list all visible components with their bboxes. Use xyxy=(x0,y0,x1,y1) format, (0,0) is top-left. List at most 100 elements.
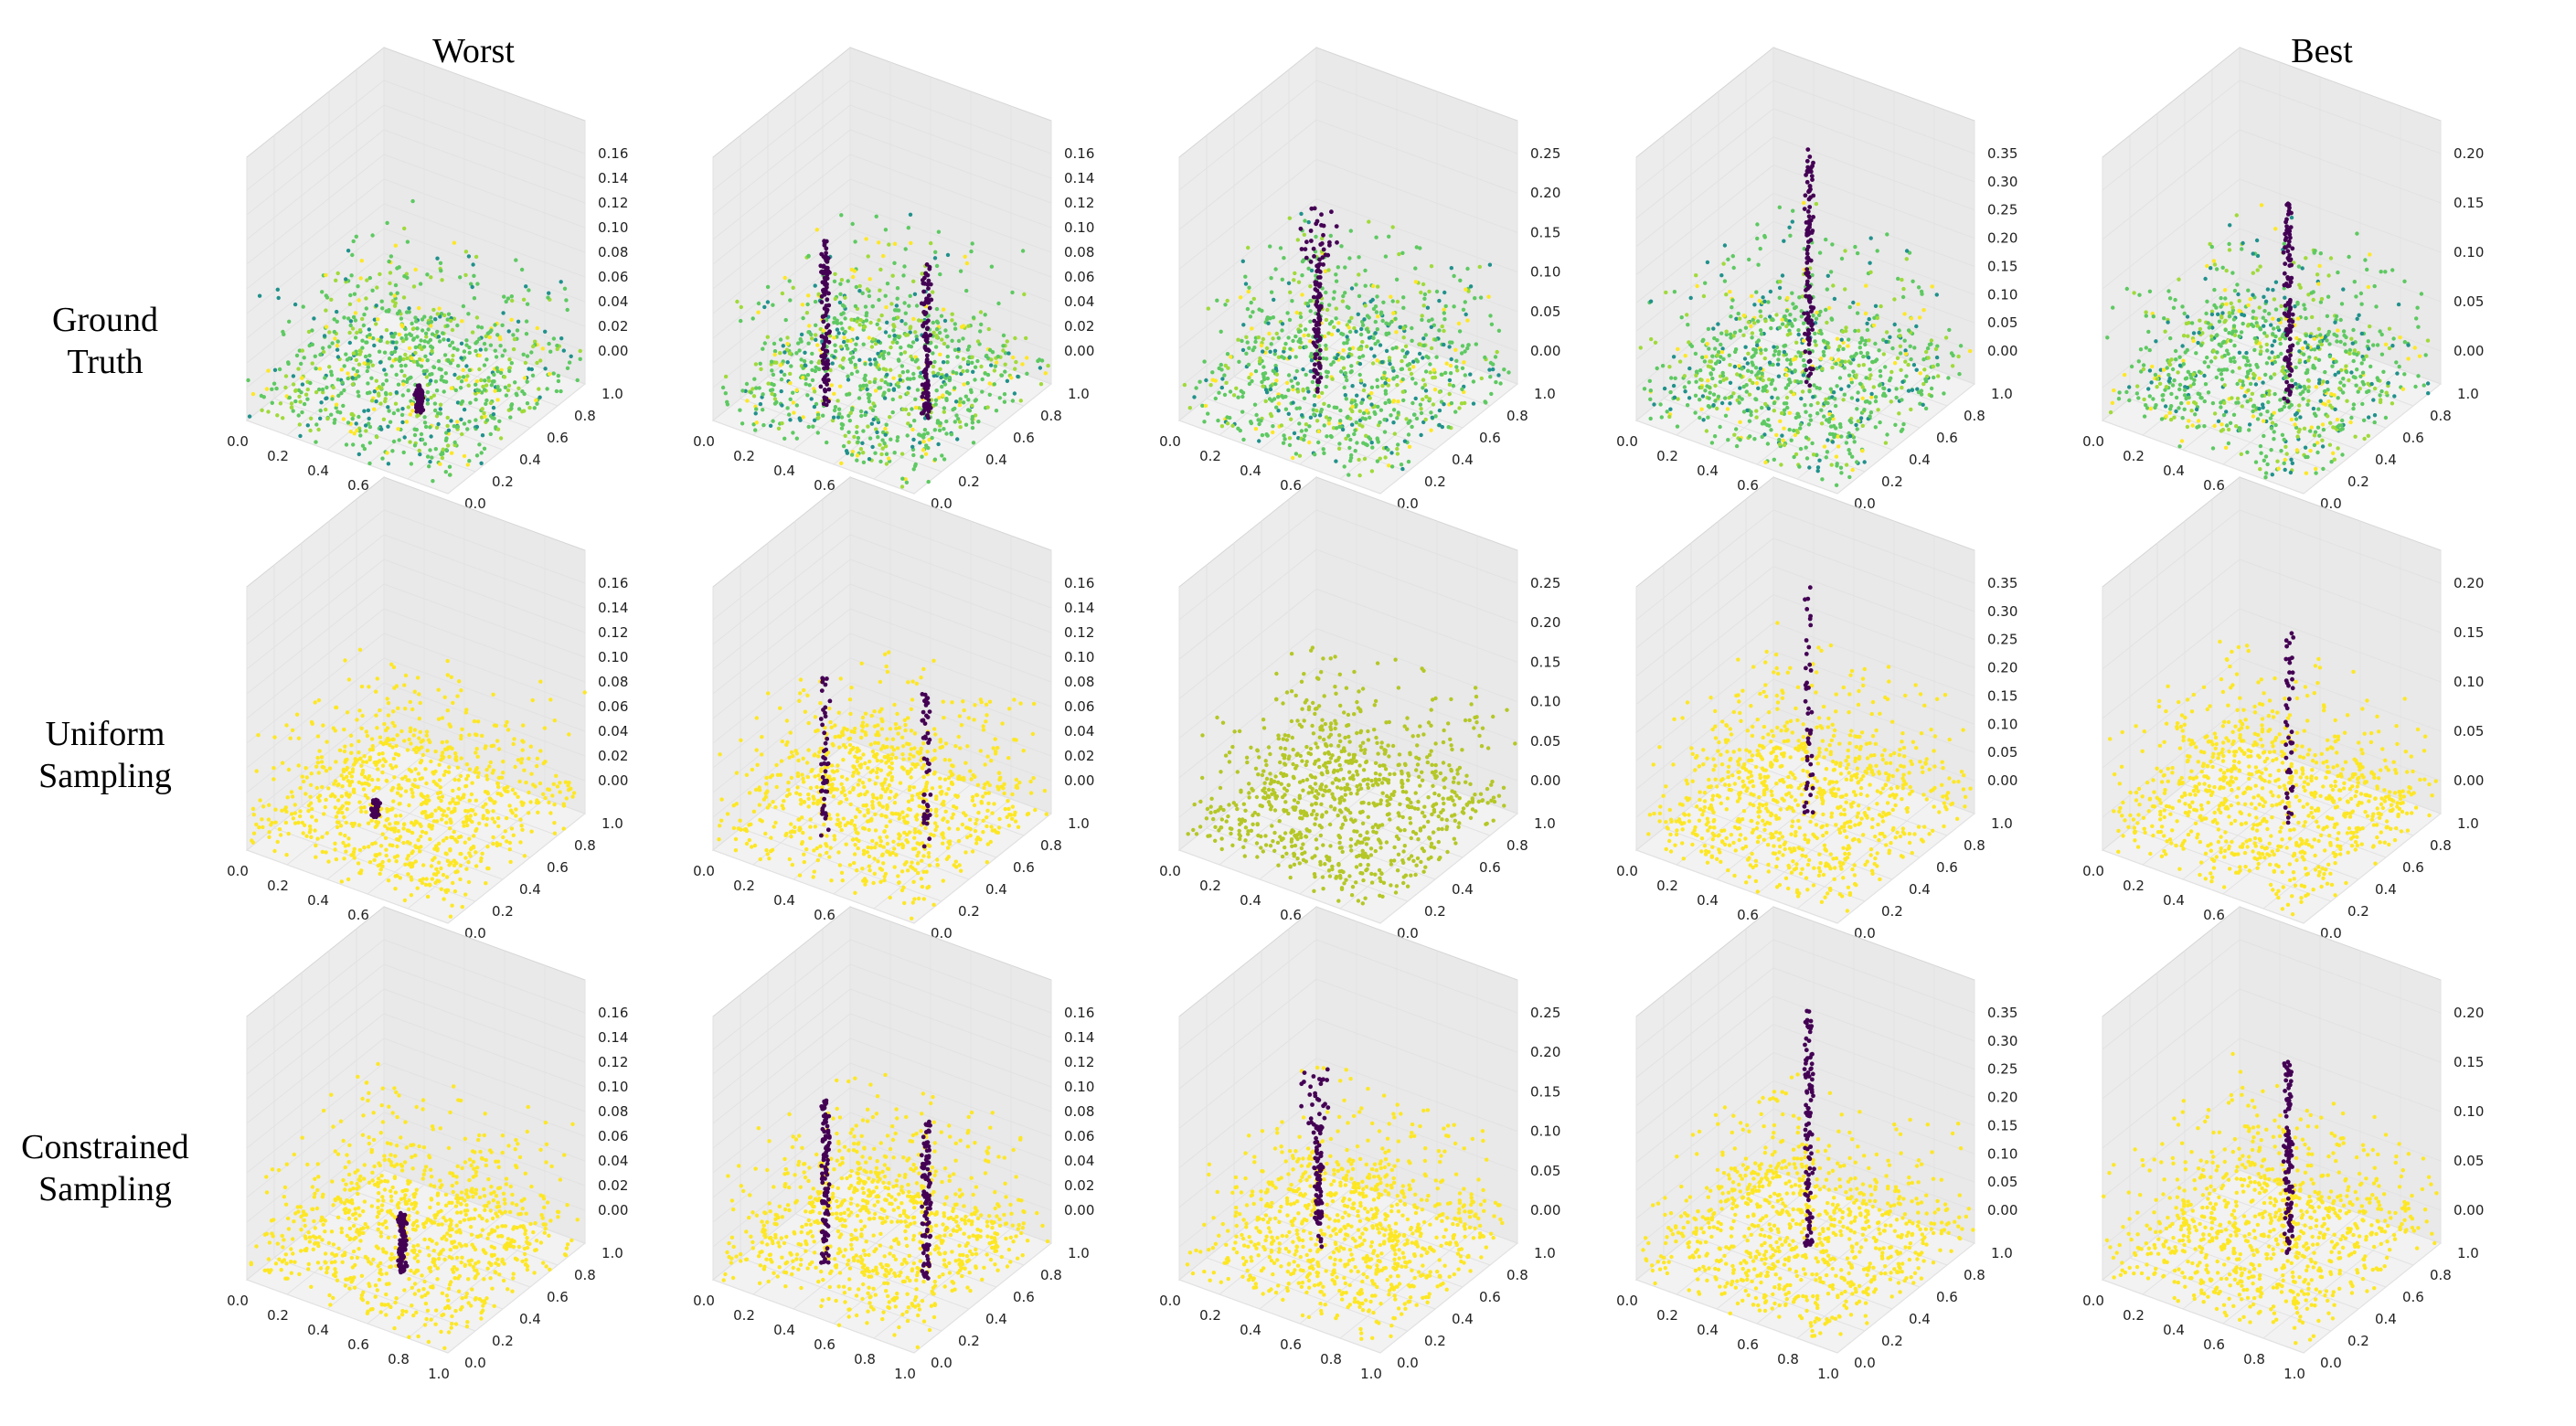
data-point xyxy=(1889,399,1893,404)
data-point xyxy=(970,414,975,420)
data-point xyxy=(1647,378,1653,383)
data-point xyxy=(2228,223,2232,228)
data-point xyxy=(1652,402,1656,407)
data-point xyxy=(547,341,551,346)
y-tick-label: 1.0 xyxy=(1991,386,2013,402)
data-point xyxy=(1695,283,1699,289)
data-point xyxy=(1875,249,1879,253)
data-point xyxy=(394,390,399,395)
data-point xyxy=(805,302,810,307)
data-point xyxy=(1187,406,1193,410)
data-point xyxy=(1909,407,1913,412)
data-point xyxy=(1752,303,1757,307)
data-point-object xyxy=(1313,356,1318,361)
data-point xyxy=(388,271,393,275)
data-point xyxy=(1828,424,1834,429)
data-point xyxy=(856,435,861,441)
data-point xyxy=(1782,239,1786,243)
data-point-object xyxy=(1316,330,1321,335)
data-point xyxy=(1763,319,1768,324)
y-tick-label: 0.6 xyxy=(1936,430,1958,446)
data-point xyxy=(1740,397,1744,401)
data-point xyxy=(1685,313,1689,317)
data-point xyxy=(1477,264,1483,270)
data-point xyxy=(898,378,902,382)
data-point-object xyxy=(1809,367,1815,372)
data-point xyxy=(1488,314,1493,318)
data-point xyxy=(1834,361,1838,367)
data-point xyxy=(1343,265,1347,270)
data-point xyxy=(2196,340,2200,346)
data-point xyxy=(947,391,952,396)
data-point xyxy=(1414,357,1419,362)
data-point xyxy=(1339,331,1344,336)
data-point-object xyxy=(1321,247,1326,252)
data-point xyxy=(950,338,954,343)
data-point xyxy=(428,425,432,430)
data-point xyxy=(1400,389,1406,394)
data-point xyxy=(456,364,461,368)
data-point xyxy=(1834,483,1839,487)
data-point xyxy=(561,348,566,353)
data-point xyxy=(578,356,582,361)
data-point-object xyxy=(1313,280,1318,285)
data-point-object xyxy=(1327,242,1332,248)
data-point xyxy=(859,413,864,419)
data-point xyxy=(2145,406,2150,410)
data-point xyxy=(848,410,853,415)
data-point xyxy=(1708,359,1712,364)
data-point xyxy=(429,395,433,400)
data-point xyxy=(1487,367,1492,372)
data-point xyxy=(1247,346,1251,350)
data-point xyxy=(1698,368,1703,373)
data-point xyxy=(1223,363,1229,368)
data-point xyxy=(402,226,407,231)
data-point xyxy=(870,408,876,412)
data-point xyxy=(1929,342,1933,346)
data-point xyxy=(1020,362,1025,367)
data-point xyxy=(562,286,568,291)
data-point xyxy=(1321,447,1325,452)
data-point xyxy=(1376,314,1380,319)
data-point xyxy=(1013,335,1017,341)
data-point xyxy=(1718,424,1722,430)
data-point xyxy=(980,377,985,382)
data-point xyxy=(1404,417,1409,421)
data-point xyxy=(1357,422,1362,427)
data-point xyxy=(1013,367,1017,371)
data-point xyxy=(945,345,950,349)
data-point xyxy=(1769,428,1773,432)
data-point xyxy=(1314,234,1318,239)
data-point xyxy=(524,319,529,324)
data-point xyxy=(1402,439,1408,443)
data-point xyxy=(2255,324,2260,328)
data-point xyxy=(810,378,815,383)
data-point xyxy=(911,279,916,283)
data-point xyxy=(555,343,559,348)
data-point xyxy=(372,343,377,348)
data-point xyxy=(509,402,515,407)
data-point xyxy=(1352,431,1357,437)
data-point xyxy=(437,306,442,311)
data-point xyxy=(1244,351,1249,356)
data-point xyxy=(2335,417,2340,422)
data-point xyxy=(297,422,302,427)
data-point xyxy=(1792,454,1796,460)
data-point xyxy=(1737,364,1741,368)
data-point xyxy=(504,299,508,304)
data-point xyxy=(855,369,859,374)
data-point xyxy=(2279,449,2283,453)
data-point xyxy=(1352,325,1357,331)
data-point xyxy=(2222,353,2227,358)
data-point xyxy=(1375,436,1379,441)
floor-grid-line xyxy=(383,310,586,385)
data-point xyxy=(1343,371,1348,376)
data-point xyxy=(867,293,872,299)
data-point xyxy=(883,293,888,298)
data-point xyxy=(2206,390,2211,395)
data-point-object xyxy=(1805,147,1811,153)
data-point xyxy=(1020,249,1026,253)
data-point xyxy=(989,264,995,269)
data-point xyxy=(429,324,433,328)
data-point xyxy=(2344,349,2348,354)
